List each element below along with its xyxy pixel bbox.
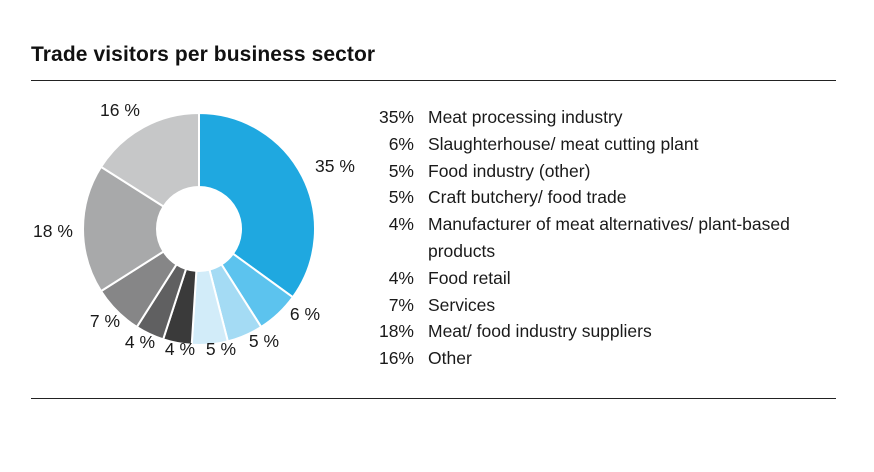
legend-value: 16% bbox=[378, 348, 414, 369]
slice-data-label-9: 16 % bbox=[100, 100, 140, 120]
legend-value: 6% bbox=[388, 133, 414, 154]
legend-label: Services bbox=[428, 294, 496, 315]
legend-label: Meat/ food industry suppliers bbox=[428, 321, 652, 342]
slice-data-label-6: 4 % bbox=[125, 332, 155, 352]
legend-value: 7% bbox=[388, 294, 414, 315]
slice-data-label-3: 5 % bbox=[249, 331, 279, 351]
legend-label: Slaughterhouse/ meat cutting plant bbox=[428, 133, 699, 154]
legend-value: 18% bbox=[378, 321, 414, 342]
chart-legend: 35% Meat processing industry 6% Slaughterho… bbox=[360, 104, 848, 372]
legend-label: Food industry (other) bbox=[428, 160, 591, 181]
slice-data-label-2: 6 % bbox=[290, 304, 320, 324]
chart-title: Trade visitors per business sector bbox=[31, 43, 376, 66]
donut-slice-9 bbox=[99, 111, 200, 208]
legend-value: 5% bbox=[388, 187, 414, 208]
legend-label: Food retail bbox=[428, 267, 511, 288]
legend-value: 5% bbox=[388, 160, 414, 181]
legend-item-8: 18% Meat/ food industry suppliers bbox=[360, 318, 848, 345]
donut-slice-1 bbox=[198, 111, 316, 299]
slice-data-label-8: 18 % bbox=[33, 221, 73, 241]
legend-label: Craft butchery/ food trade bbox=[428, 187, 627, 208]
bottom-divider bbox=[31, 398, 836, 399]
slice-data-label-4: 5 % bbox=[206, 339, 236, 359]
donut-slice-8 bbox=[82, 165, 165, 293]
slice-data-label-7: 7 % bbox=[90, 311, 120, 331]
legend-item-2: 6% Slaughterhouse/ meat cutting plant bbox=[360, 131, 848, 158]
legend-item-3: 5% Food industry (other) bbox=[360, 158, 848, 185]
legend-value: 4% bbox=[388, 267, 414, 288]
legend-label: Manufacturer of meat alternatives/ plant… bbox=[428, 214, 790, 261]
legend-item-4: 5% Craft butchery/ food trade bbox=[360, 184, 848, 211]
slice-data-label-5: 4 % bbox=[165, 339, 195, 359]
top-divider bbox=[31, 80, 836, 81]
slice-data-label-1: 35 % bbox=[315, 156, 355, 176]
legend-value: 35% bbox=[378, 107, 414, 127]
legend-value: 4% bbox=[388, 214, 414, 235]
legend-item-7: 7% Services bbox=[360, 292, 848, 319]
legend-item-1: 35% Meat processing industry bbox=[360, 104, 848, 131]
legend-item-9: 16% Other bbox=[360, 345, 848, 372]
legend-item-5: 4% Manufacturer of meat alternatives/ pla… bbox=[360, 211, 848, 265]
legend-label: Meat processing industry bbox=[428, 107, 623, 127]
legend-item-6: 4% Food retail bbox=[360, 265, 848, 292]
legend-label: Other bbox=[428, 348, 472, 369]
